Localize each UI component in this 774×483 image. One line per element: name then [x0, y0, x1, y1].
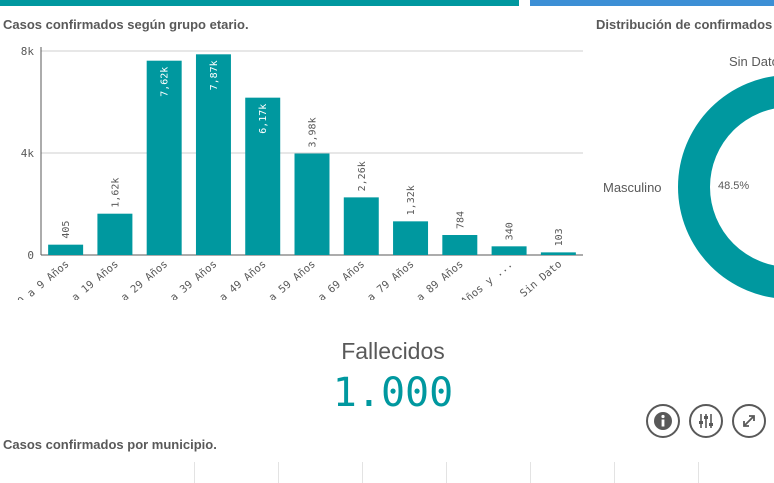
- donut-label-masculino: Masculino: [603, 180, 662, 195]
- donut-chart-title: Distribución de confirmados: [596, 17, 773, 32]
- kpi-value: 1.000: [332, 370, 454, 416]
- bar-9[interactable]: [442, 235, 478, 255]
- exploration-button[interactable]: [689, 404, 723, 438]
- bar-data-label: 103: [554, 228, 565, 246]
- bar-chart-title: Casos confirmados según grupo etario.: [3, 17, 249, 32]
- bar-data-label: 3,98k: [308, 117, 319, 147]
- bar-data-label: 1,62k: [110, 178, 121, 208]
- bar-data-label: 784: [455, 211, 466, 229]
- bar-8[interactable]: [393, 221, 429, 255]
- y-tick-label: 4k: [21, 147, 35, 160]
- municipio-panel-title: Casos confirmados por municipio.: [3, 437, 217, 452]
- y-tick-label: 8k: [21, 45, 35, 58]
- y-tick-label: 0: [27, 249, 34, 262]
- bar-11[interactable]: [540, 252, 576, 255]
- bar-data-label: 6,17k: [258, 104, 269, 134]
- x-tick-label: Sin Dato: [518, 258, 564, 300]
- bar-data-label: 7,87k: [209, 60, 220, 90]
- bar-data-label: 405: [61, 221, 72, 239]
- bar-3[interactable]: [146, 60, 182, 255]
- bar-data-label: 340: [505, 222, 516, 240]
- municipio-table-gridlines: [0, 462, 774, 483]
- donut-ring-segment[interactable]: [678, 75, 774, 299]
- x-tick-label: 0 a 9 Años: [15, 258, 71, 300]
- expand-icon: [743, 415, 755, 427]
- info-icon: [654, 412, 672, 430]
- top-accent-bar-right: [530, 0, 774, 6]
- top-accent-bar-left: [0, 0, 519, 6]
- bar-data-label: 1,32k: [406, 185, 417, 215]
- bar-data-label: 2,26k: [357, 161, 368, 191]
- bar-7[interactable]: [343, 197, 379, 255]
- bar-10[interactable]: [491, 246, 527, 255]
- bar-5[interactable]: [245, 97, 281, 255]
- gender-donut-chart[interactable]: Sin Dato Masculino 48.5%: [590, 40, 774, 320]
- bar-data-label: 7,62k: [160, 67, 171, 97]
- bar-4[interactable]: [195, 54, 231, 255]
- donut-label-sin-dato: Sin Dato: [729, 54, 774, 69]
- bar-1[interactable]: [48, 244, 84, 255]
- bar-2[interactable]: [97, 213, 133, 255]
- bar-6[interactable]: [294, 153, 330, 255]
- fullscreen-button[interactable]: [732, 404, 766, 438]
- kpi-title: Fallecidos: [341, 338, 445, 364]
- sliders-icon: [699, 414, 713, 428]
- donut-value-label: 48.5%: [718, 180, 749, 192]
- info-button[interactable]: [646, 404, 680, 438]
